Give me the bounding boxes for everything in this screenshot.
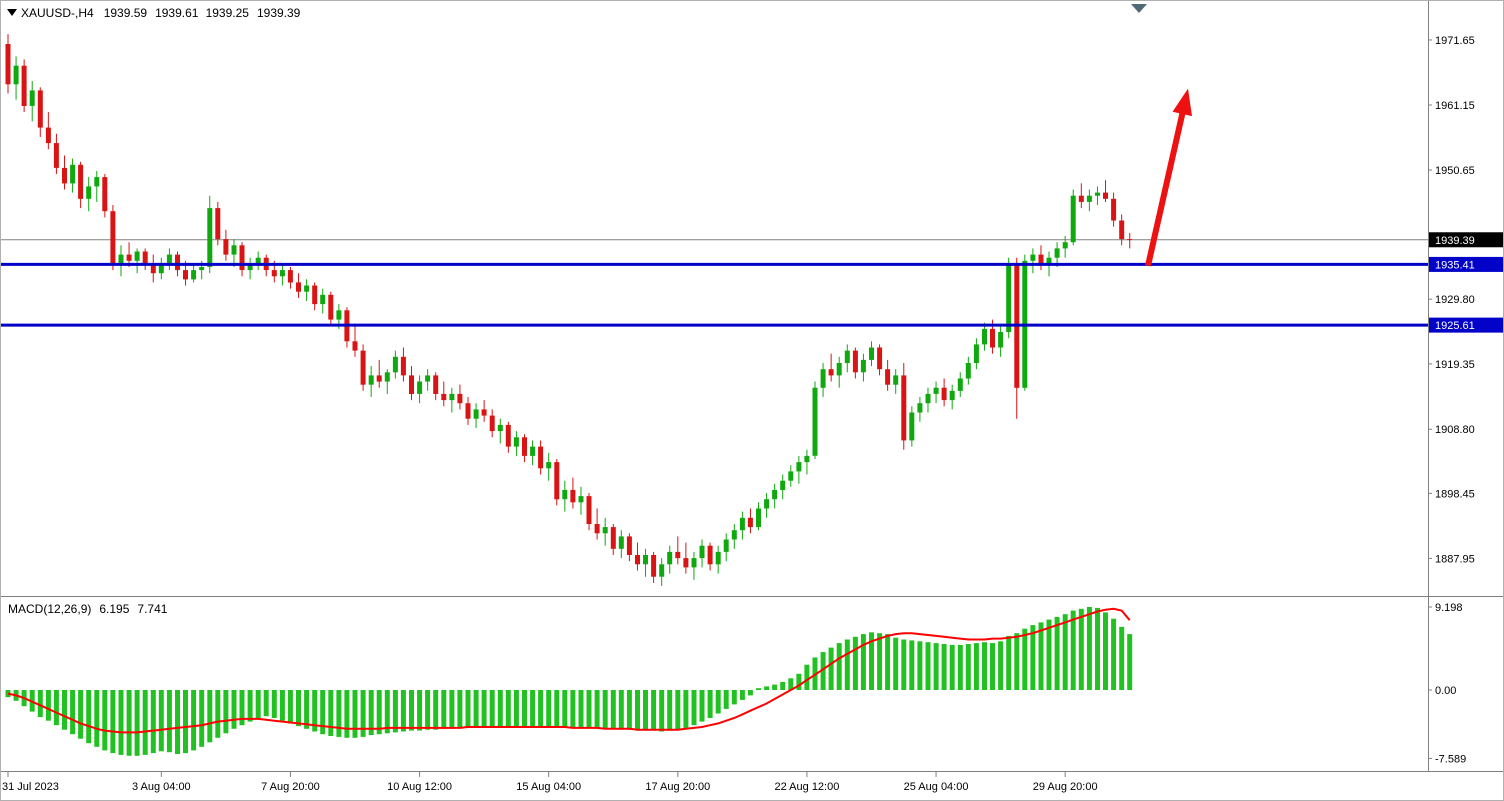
price-axis-label: 1887.95 [1435, 553, 1475, 565]
time-axis-label: 15 Aug 04:00 [516, 781, 581, 793]
trend-arrow-shaft[interactable] [1145, 109, 1187, 267]
chart-shift-marker-icon [1131, 4, 1147, 13]
macd-histogram [5, 607, 1133, 756]
current-price-badge-text: 1939.39 [1435, 235, 1475, 247]
macd-main-value: 6.195 [99, 602, 129, 616]
price-axis-label: 1961.15 [1435, 100, 1475, 112]
time-axis-label: 10 Aug 12:00 [387, 781, 452, 793]
quote-text: XAUUSD-,H4 1939.59 1939.61 1939.25 1939.39 [21, 6, 301, 20]
time-axis-label: 17 Aug 20:00 [645, 781, 710, 793]
time-axis-label: 3 Aug 04:00 [132, 781, 191, 793]
quote-high: 1939.61 [155, 6, 199, 20]
price-axis-label: 1908.80 [1435, 424, 1475, 436]
macd-axis-label: 9.198 [1435, 602, 1463, 614]
price-pane[interactable] [0, 34, 1428, 586]
price-axis-label: 1971.65 [1435, 35, 1475, 47]
symbol-marker-icon [7, 9, 17, 16]
trend-arrow-head[interactable] [1172, 88, 1193, 117]
quote-symbol: XAUUSD-,H4 [21, 6, 94, 20]
price-axis[interactable]: 1971.65 1961.15 1950.65 1929.80 1919.35 1908.… [1428, 35, 1503, 565]
quote-open: 1939.59 [104, 6, 148, 20]
price-axis-label: 1929.80 [1435, 294, 1475, 306]
macd-info: MACD(12,26,9) 6.195 7.741 [8, 602, 168, 616]
price-axis-label: 1950.65 [1435, 165, 1475, 177]
price-axis-label: 1898.45 [1435, 488, 1475, 500]
time-axis-label: 22 Aug 12:00 [775, 781, 840, 793]
time-axis-label: 31 Jul 2023 [2, 781, 59, 793]
time-axis-label: 29 Aug 20:00 [1033, 781, 1098, 793]
time-axis[interactable]: 31 Jul 2023 3 Aug 04:00 7 Aug 20:00 10 Aug … [2, 772, 1098, 793]
level-price-badge-text: 1935.41 [1435, 259, 1475, 271]
price-axis-label: 1919.35 [1435, 359, 1475, 371]
macd-label: MACD(12,26,9) [8, 602, 91, 616]
macd-signal-line [7, 607, 1131, 734]
time-axis-label: 25 Aug 04:00 [904, 781, 969, 793]
level-price-badge-text: 1925.61 [1435, 320, 1475, 332]
current-price-badge [1429, 232, 1503, 248]
level-price-badge [1429, 317, 1503, 333]
quote-info: XAUUSD-,H4 1939.59 1939.61 1939.25 1939.39 [7, 6, 301, 20]
quote-close: 1939.39 [257, 6, 301, 20]
macd-label-text: MACD(12,26,9) 6.195 7.741 [8, 602, 168, 616]
macd-axis[interactable]: 9.198 0.00 -7.589 [1428, 602, 1466, 765]
macd-signal-value: 7.741 [137, 602, 167, 616]
level-price-badge [1429, 256, 1503, 272]
macd-axis-label: 0.00 [1435, 685, 1456, 697]
macd-axis-label: -7.589 [1435, 753, 1466, 765]
quote-low: 1939.25 [206, 6, 250, 20]
macd-pane[interactable] [5, 607, 1133, 756]
time-axis-label: 7 Aug 20:00 [261, 781, 320, 793]
